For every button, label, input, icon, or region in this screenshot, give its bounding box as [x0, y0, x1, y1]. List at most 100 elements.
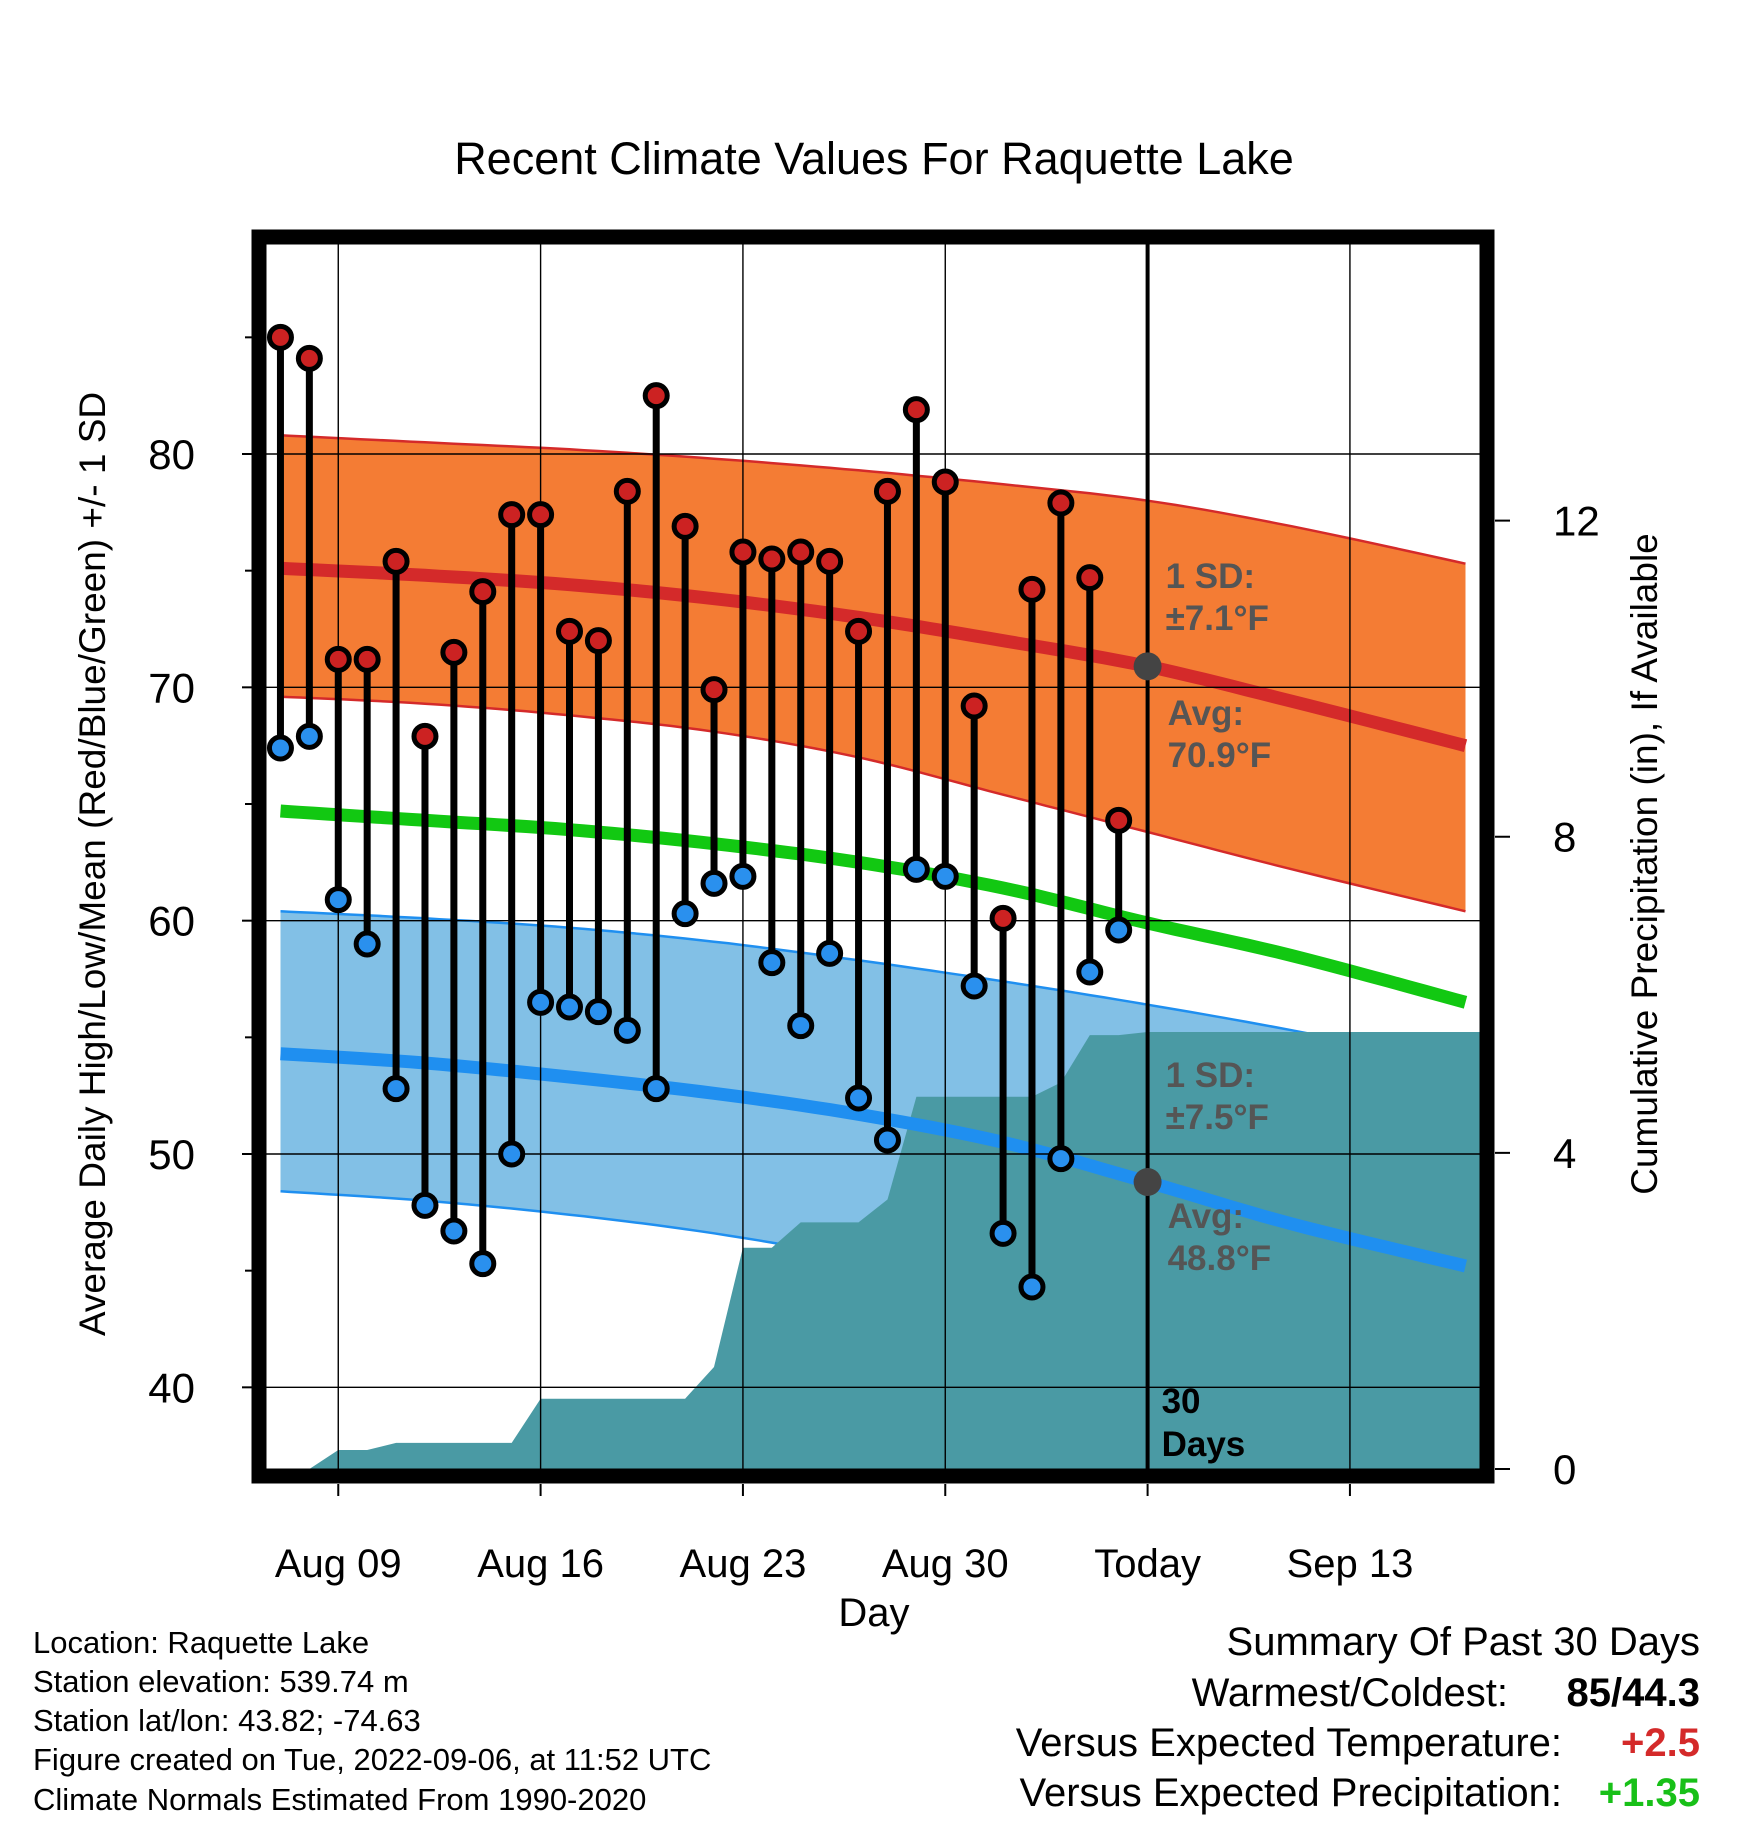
- obs-high-point: [353, 645, 381, 673]
- obs-high-point: [729, 538, 757, 566]
- low-avg-label: Avg:: [1168, 1197, 1244, 1236]
- x-tick-label: Aug 30: [882, 1542, 1009, 1586]
- precip-area: [280, 1032, 1480, 1469]
- obs-high-point: [1076, 564, 1104, 592]
- x-axis-label: Day: [838, 1591, 909, 1635]
- high-sd-upper-edge: [280, 434, 1466, 565]
- y2-tick-label: 4: [1553, 1130, 1576, 1177]
- y2-tick-label: 12: [1553, 498, 1600, 545]
- temp-vs-expected-value: +2.5: [1621, 1721, 1700, 1765]
- obs-high-point: [1047, 489, 1075, 517]
- obs-low-point: [1076, 958, 1104, 986]
- obs-high-point: [787, 538, 815, 566]
- obs-high-point: [469, 578, 497, 606]
- location-text: Location: Raquette Lake: [33, 1625, 370, 1660]
- precip-vs-expected-value: +1.35: [1598, 1771, 1700, 1815]
- obs-low-point: [671, 900, 699, 928]
- y-tick-label: 40: [148, 1364, 195, 1411]
- obs-high-point: [527, 501, 555, 529]
- obs-high-point: [440, 638, 468, 666]
- summary-title: Summary Of Past 30 Days: [1226, 1620, 1700, 1664]
- obs-high-point: [902, 396, 930, 424]
- obs-low-point: [642, 1075, 670, 1103]
- y2-tick-label: 8: [1553, 814, 1576, 861]
- obs-low-point: [527, 988, 555, 1016]
- observations: [266, 323, 1133, 1301]
- obs-low-point: [613, 1016, 641, 1044]
- obs-low-point: [845, 1084, 873, 1112]
- days-label-number: 30: [1162, 1382, 1201, 1421]
- latlon-text: Station lat/lon: 43.82; -74.63: [33, 1703, 421, 1738]
- obs-low-point: [729, 862, 757, 890]
- obs-high-point: [960, 692, 988, 720]
- obs-high-point: [1105, 806, 1133, 834]
- obs-low-point: [353, 930, 381, 958]
- obs-high-point: [845, 617, 873, 645]
- obs-low-point: [787, 1012, 815, 1040]
- y2-tick-label: 0: [1553, 1446, 1576, 1493]
- normals-period-text: Climate Normals Estimated From 1990-2020: [33, 1782, 647, 1817]
- high-avg-value: 70.9°F: [1168, 736, 1272, 775]
- obs-high-point: [1018, 575, 1046, 603]
- created-text: Figure created on Tue, 2022-09-06, at 11…: [33, 1742, 712, 1777]
- low-avg-marker: [1133, 1168, 1162, 1196]
- normal-high-line: [280, 561, 1468, 752]
- high-sd-band: [280, 435, 1466, 912]
- high-sd-value: ±7.1°F: [1166, 599, 1269, 638]
- obs-low-point: [498, 1140, 526, 1168]
- obs-low-point: [266, 734, 294, 762]
- y-tick-label: 70: [148, 664, 195, 711]
- warmest-coldest-label: Warmest/Coldest:: [1191, 1671, 1508, 1715]
- y-axis-label: Average Daily High/Low/Mean (Red/Blue/Gr…: [72, 392, 113, 1336]
- obs-low-point: [902, 855, 930, 883]
- obs-high-point: [989, 904, 1017, 932]
- obs-high-point: [613, 477, 641, 505]
- obs-high-point: [931, 468, 959, 496]
- low-avg-value: 48.8°F: [1168, 1239, 1272, 1278]
- obs-high-point: [584, 627, 612, 655]
- x-tick-label: Aug 16: [477, 1542, 604, 1586]
- normal-low-line: [280, 1047, 1468, 1273]
- obs-high-point: [266, 323, 294, 351]
- obs-low-point: [873, 1126, 901, 1154]
- plot-frame: [251, 229, 1495, 1484]
- days-label-text: Days: [1162, 1425, 1246, 1464]
- obs-low-point: [1105, 916, 1133, 944]
- obs-high-point: [556, 617, 583, 645]
- obs-low-point: [931, 862, 959, 890]
- high-avg-marker: [1133, 652, 1162, 681]
- elevation-text: Station elevation: 539.74 m: [33, 1664, 409, 1699]
- obs-high-point: [700, 676, 728, 704]
- high-sd-label: 1 SD:: [1166, 557, 1255, 596]
- obs-low-point: [1018, 1273, 1046, 1301]
- obs-high-point: [382, 547, 410, 575]
- obs-high-point: [873, 477, 901, 505]
- obs-low-point: [989, 1219, 1017, 1247]
- high-avg-label: Avg:: [1168, 694, 1244, 733]
- obs-low-point: [469, 1250, 497, 1278]
- obs-high-point: [642, 382, 670, 410]
- obs-high-point: [671, 512, 699, 540]
- obs-high-point: [816, 547, 844, 575]
- obs-low-point: [700, 869, 728, 897]
- obs-low-point: [440, 1217, 468, 1245]
- obs-low-point: [295, 722, 323, 750]
- obs-low-point: [1047, 1145, 1075, 1173]
- y-tick-label: 50: [148, 1131, 195, 1178]
- x-tick-label: Aug 23: [680, 1542, 807, 1586]
- obs-high-point: [411, 722, 439, 750]
- y-tick-label: 60: [148, 898, 195, 945]
- precip-cumulative-area: [280, 1032, 1480, 1469]
- obs-low-point: [556, 993, 583, 1021]
- obs-high-point: [758, 545, 786, 573]
- y2-axis-label: Cumulative Precipitation (in), If Availa…: [1624, 533, 1665, 1195]
- obs-low-point: [382, 1075, 410, 1103]
- x-tick-label: Today: [1094, 1542, 1201, 1586]
- x-tick-label: Aug 09: [275, 1542, 402, 1586]
- chart-title: Recent Climate Values For Raquette Lake: [454, 133, 1294, 184]
- obs-high-point: [498, 501, 526, 529]
- obs-high-point: [324, 645, 352, 673]
- obs-low-point: [758, 949, 786, 977]
- temp-vs-expected-label: Versus Expected Temperature:: [1015, 1721, 1562, 1765]
